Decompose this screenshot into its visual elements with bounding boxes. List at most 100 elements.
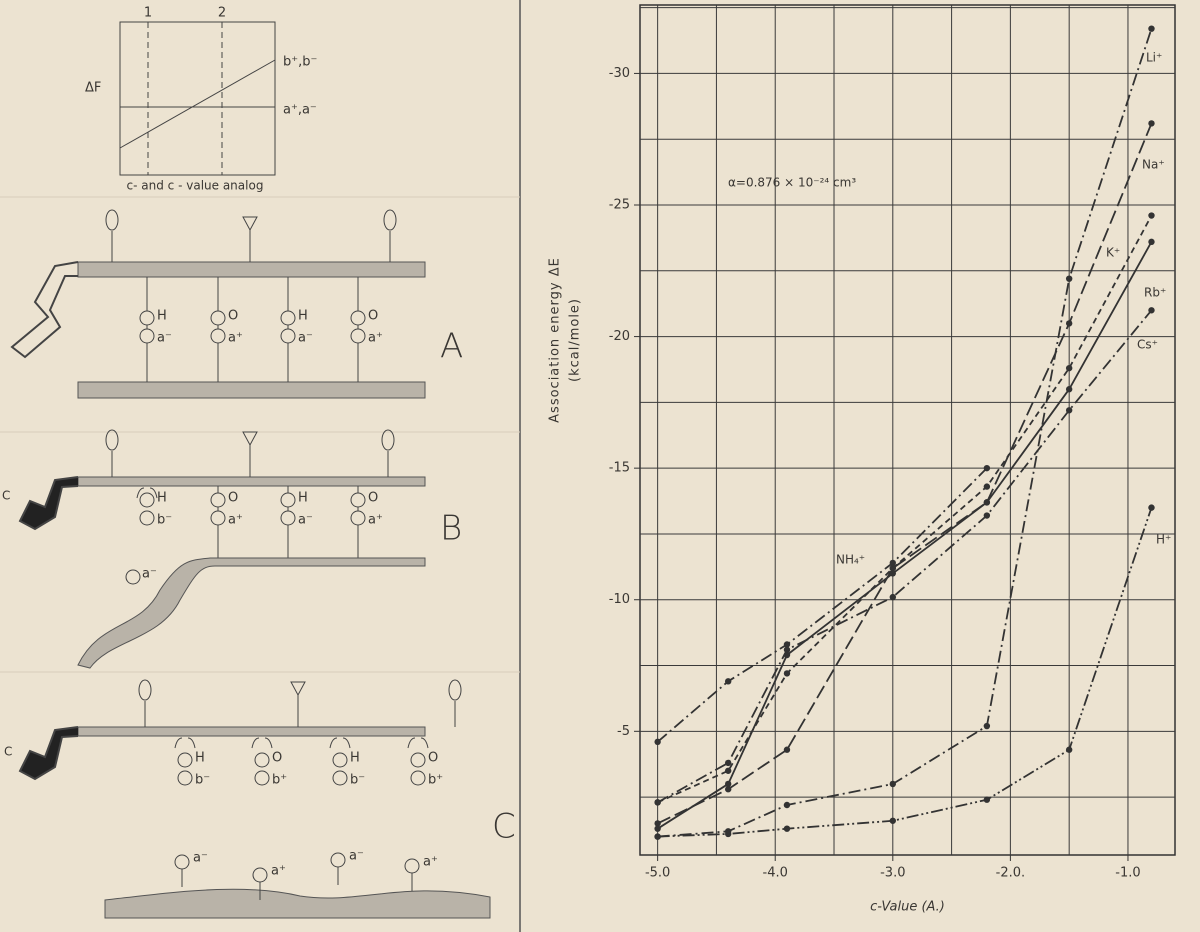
graph-tick: 1 xyxy=(144,6,152,21)
y-tick-label: -25 xyxy=(609,198,630,213)
data-point xyxy=(1148,307,1155,314)
ion-label: a⁻ xyxy=(298,513,313,528)
site-label: H xyxy=(350,751,360,766)
ion xyxy=(254,770,270,786)
ion-label: a⁺ xyxy=(368,513,383,528)
data-point xyxy=(654,833,661,840)
chart: -5.0 -4.0 -3.0 -2.0. -1.0 -30 -25 -20 -15 -10 -5 c-… xyxy=(548,4,1176,915)
data-point xyxy=(724,759,732,767)
data-point xyxy=(1065,275,1073,282)
ion xyxy=(280,310,296,326)
data-point xyxy=(783,646,791,653)
data-point xyxy=(783,801,791,809)
data-point xyxy=(889,780,897,788)
ion xyxy=(210,328,226,344)
ion xyxy=(410,770,426,786)
data-point xyxy=(1148,212,1155,219)
data-point xyxy=(983,722,991,730)
side-label: C xyxy=(4,745,12,759)
triangle xyxy=(242,431,258,447)
graph-label: a⁺,a⁻ xyxy=(283,103,317,118)
site-label: O xyxy=(272,751,282,766)
ion xyxy=(254,752,270,768)
series-line xyxy=(657,28,1153,838)
head xyxy=(383,209,397,231)
data-point xyxy=(1065,364,1073,372)
site-label: O xyxy=(368,309,378,324)
x-tick-label: -4.0 xyxy=(763,866,788,881)
site-label: H xyxy=(298,309,308,324)
graph-label: b⁺,b⁻ xyxy=(283,55,317,70)
data-point xyxy=(654,799,661,806)
ion xyxy=(350,328,366,344)
ion-label: a⁺ xyxy=(271,864,286,879)
y-tick-label: -5 xyxy=(617,724,630,739)
data-point xyxy=(983,464,991,472)
ion-label: b⁻ xyxy=(195,773,210,788)
data-point xyxy=(654,738,661,746)
y-tick-label: -15 xyxy=(609,461,630,476)
arrows xyxy=(136,487,158,499)
data-point xyxy=(1065,407,1073,414)
head xyxy=(381,429,395,451)
y-axis-label: Association energy ΔE xyxy=(548,257,563,423)
panel-letter: B xyxy=(440,509,462,549)
ion-label: a⁻ xyxy=(193,851,208,866)
graph-caption: c- and c - value analog xyxy=(127,179,264,193)
legend-label: Rb⁺ xyxy=(1144,286,1166,300)
ion-label: a⁻ xyxy=(298,331,313,346)
ion xyxy=(280,328,296,344)
y-tick-label: -30 xyxy=(609,66,630,81)
ion xyxy=(174,854,190,870)
ion-label: a⁻ xyxy=(142,567,157,582)
data-point xyxy=(889,593,897,601)
site-label: O xyxy=(368,491,378,506)
ion xyxy=(139,492,155,508)
slope-line xyxy=(119,59,276,149)
data-point xyxy=(724,767,732,774)
ion-label: a⁺ xyxy=(228,513,243,528)
ion xyxy=(350,492,366,508)
data-point xyxy=(654,825,661,832)
x-tick-label: -5.0 xyxy=(645,866,670,881)
head xyxy=(105,209,119,231)
plot-frame xyxy=(639,4,1176,856)
site-label: O xyxy=(428,751,438,766)
ion-label: a⁻ xyxy=(349,849,364,864)
membrane xyxy=(77,261,426,278)
head xyxy=(138,679,152,701)
x-tick-label: -1.0 xyxy=(1115,866,1140,881)
legend-label: NH₄⁺ xyxy=(836,553,865,567)
data-point xyxy=(983,796,991,803)
data-point xyxy=(783,670,791,677)
x-axis-label: c-Value (A.) xyxy=(870,900,945,915)
membrane xyxy=(77,381,426,399)
membrane xyxy=(77,476,426,487)
ion xyxy=(332,752,348,768)
ion xyxy=(210,510,226,526)
tube xyxy=(18,726,79,781)
data-point xyxy=(783,641,791,648)
y-tick-label: -10 xyxy=(609,592,630,607)
data-point xyxy=(889,559,897,567)
ion xyxy=(280,492,296,508)
ion-label: a⁻ xyxy=(157,331,172,346)
site-label: H xyxy=(157,491,167,506)
ion xyxy=(350,310,366,326)
panel-letter: C xyxy=(492,807,516,847)
tube xyxy=(18,476,79,531)
data-point xyxy=(724,830,732,838)
data-point xyxy=(983,483,991,490)
ion xyxy=(404,858,420,874)
ion-label: b⁻ xyxy=(350,773,365,788)
data-point xyxy=(1148,238,1155,246)
panel-letter: A xyxy=(440,327,463,367)
triangle xyxy=(242,216,258,232)
ion xyxy=(280,510,296,526)
data-point xyxy=(724,786,732,793)
graph-frame xyxy=(119,21,276,176)
ion xyxy=(210,310,226,326)
ion xyxy=(139,328,155,344)
annotation: α=0.876 × 10⁻²⁴ cm³ xyxy=(728,176,856,190)
